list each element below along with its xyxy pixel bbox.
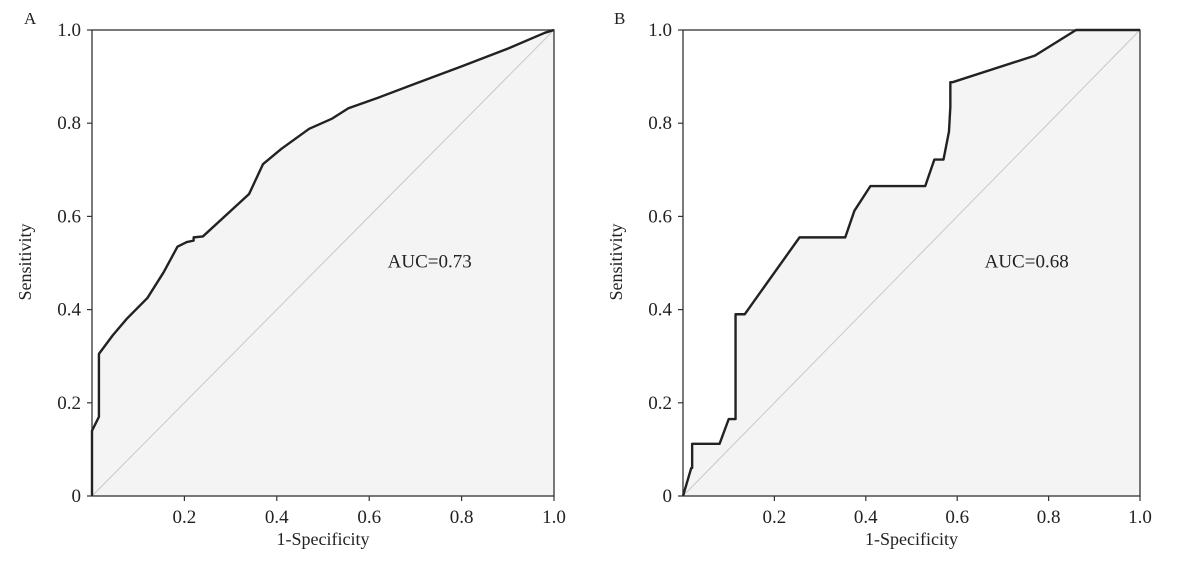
y-tick-label: 0.8 [648,113,672,134]
y-tick-label: 0 [72,486,82,507]
y-tick-label: 0.6 [648,206,672,227]
auc-annotation: AUC=0.73 [388,252,472,273]
x-tick-label: 0.8 [450,507,474,528]
panel-label: B [614,9,625,28]
reference-diagonal-line [91,29,555,497]
roc-curve [681,28,1140,497]
x-tick-label: 0.2 [173,507,197,528]
y-tick-label: 0.2 [648,393,672,414]
x-tick-label: 0.2 [763,507,787,528]
y-tick-label: 0.6 [57,206,81,227]
roc-curve [90,28,555,496]
reference-diagonal-line [682,29,1141,497]
roc-panel-a: 0 0.2 0.4 0.6 0.8 1.0 0.2 0.4 0.6 0.8 1.0 1-Specifi… [15,9,566,549]
y-tick-label: 0 [663,486,673,507]
roc-panel-b: 0 0.2 0.4 0.6 0.8 1.0 0.2 0.4 0.6 0.8 1.0 1-Specifi… [606,9,1152,549]
y-tick-label: 0.4 [57,300,81,321]
plot-frame [682,29,1141,497]
y-tick-label: 1.0 [648,20,672,41]
y-axis-title: Sensitivity [606,223,626,300]
x-tick-label: 1.0 [1128,507,1152,528]
y-tick-label: 0.8 [57,113,81,134]
x-tick-label: 0.6 [945,507,969,528]
x-axis-title: 1-Specificity [277,529,370,549]
y-tick-label: 0.4 [648,300,672,321]
panel-label: A [24,9,37,28]
auc-annotation: AUC=0.68 [985,252,1069,273]
y-tick-label: 1.0 [57,20,81,41]
x-tick-label: 0.4 [854,507,878,528]
plot-frame [91,29,555,497]
x-tick-label: 0.6 [357,507,381,528]
y-axis-title: Sensitivity [15,223,35,300]
x-tick-label: 0.8 [1037,507,1061,528]
x-tick-label: 1.0 [542,507,566,528]
y-tick-label: 0.2 [57,393,81,414]
x-axis-title: 1-Specificity [865,529,958,549]
x-tick-label: 0.4 [265,507,289,528]
